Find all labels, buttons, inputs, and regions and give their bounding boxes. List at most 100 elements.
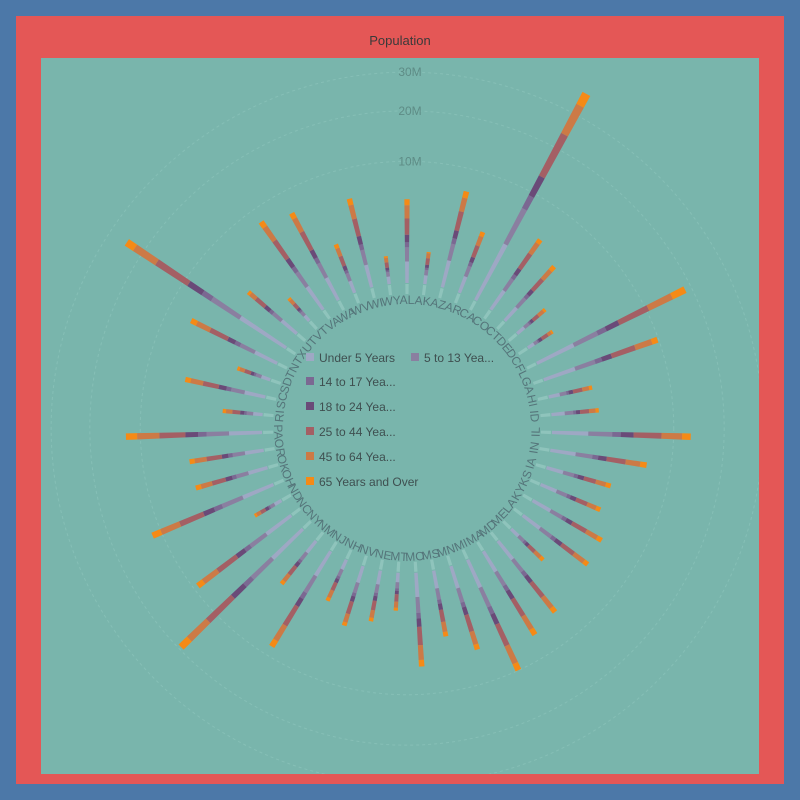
legend-swatch: [306, 452, 314, 460]
bar-segment: [457, 275, 468, 294]
legend-label: 25 to 44 Yea...: [319, 425, 396, 439]
inner-segment: [421, 284, 427, 296]
bar-segment: [549, 605, 558, 614]
bar-segment: [595, 505, 602, 513]
bar-segment: [239, 315, 288, 350]
radial-tick-label: 20M: [398, 104, 421, 118]
bar-segment: [595, 479, 607, 487]
bar-segment: [418, 659, 425, 667]
bar-segment: [510, 273, 517, 281]
bar-segment: [201, 568, 220, 584]
bar-segment: [225, 475, 233, 482]
bar-segment: [540, 333, 549, 341]
inner-segment: [476, 541, 485, 552]
bar-segment: [539, 482, 558, 493]
bar-segment: [360, 249, 368, 266]
bar-segment: [263, 304, 272, 313]
bar-segment: [569, 495, 577, 502]
legend-label: Under 5 Years: [319, 351, 395, 365]
inner-segment: [281, 493, 292, 502]
bar-segment: [268, 309, 275, 315]
bar-segment: [588, 385, 593, 391]
bar-segment: [373, 592, 379, 597]
bar-segment: [393, 601, 399, 608]
bar-segment: [454, 211, 464, 232]
bar-segment: [395, 582, 400, 589]
bar-segment: [240, 410, 245, 415]
inner-segment: [337, 300, 345, 311]
bar-segment: [559, 391, 567, 397]
bar-segment: [424, 267, 429, 271]
bar-segment: [595, 535, 603, 543]
bar-segment: [633, 432, 662, 439]
bar-segment: [225, 409, 233, 414]
bar-segment: [125, 433, 138, 440]
bar-segment: [239, 343, 256, 355]
bar-segment: [509, 527, 520, 538]
bar-segment: [537, 337, 543, 343]
inner-segment: [540, 413, 551, 418]
bar-segment: [334, 577, 340, 584]
bar-segment: [239, 367, 246, 373]
bar-segment: [513, 267, 522, 277]
bar-segment: [299, 230, 314, 252]
bar-segment: [249, 292, 258, 301]
inner-segment: [526, 362, 537, 370]
category-label: WI: [367, 295, 385, 312]
bar-segment: [529, 580, 545, 599]
bar-segment: [393, 607, 398, 611]
inner-segment: [396, 561, 401, 572]
bar-segment: [414, 572, 420, 598]
bar-segment: [230, 387, 246, 395]
bar-segment: [538, 555, 545, 562]
bar-segment: [494, 570, 507, 587]
bar-segment: [531, 314, 540, 322]
bar-segment: [529, 318, 535, 324]
legend-swatch: [306, 427, 314, 435]
bar-segment: [195, 320, 212, 333]
bar-segment: [258, 220, 268, 229]
bar-segment: [646, 293, 674, 311]
inner-segment: [496, 320, 506, 331]
category-label: FL: [512, 362, 531, 381]
bar-segment: [426, 252, 431, 259]
bar-segment: [282, 604, 299, 627]
inner-segment: [273, 478, 285, 486]
bar-segment: [540, 595, 554, 610]
category-label: MO: [405, 549, 425, 564]
bar-segment: [271, 311, 283, 323]
bar-segment: [124, 239, 138, 251]
bar-segment: [559, 542, 576, 556]
inner-segment: [535, 463, 546, 470]
bar-segment: [346, 198, 354, 206]
bar-segment: [292, 217, 305, 234]
bar-segment: [521, 614, 534, 631]
inner-segment: [270, 378, 282, 385]
bar-segment: [383, 257, 389, 263]
bar-segment: [299, 310, 306, 317]
bar-segment: [478, 586, 492, 608]
bar-segment: [255, 373, 263, 379]
bar-segment: [463, 265, 472, 278]
bar-segment: [527, 320, 532, 326]
bar-segment: [553, 538, 563, 547]
bar-segment: [303, 314, 311, 322]
bar-segment: [575, 409, 581, 415]
category-label: NE: [374, 546, 393, 563]
bar-segment: [562, 470, 575, 478]
bar-segment: [194, 456, 208, 464]
bar-segment: [438, 609, 446, 623]
bar-segment: [221, 495, 244, 509]
bar-segment: [503, 207, 528, 246]
bar-segment: [243, 544, 253, 552]
legend-label: 5 to 13 Yea...: [424, 351, 494, 365]
bar-segment: [250, 371, 255, 376]
bar-segment: [358, 244, 365, 251]
bar-segment: [475, 235, 484, 247]
bar-segment: [502, 277, 515, 292]
inner-segment: [446, 555, 453, 566]
bar-segment: [565, 390, 570, 395]
bar-segment: [449, 565, 460, 589]
radial-tick-label: 10M: [398, 154, 421, 168]
bar-segment: [416, 618, 422, 627]
